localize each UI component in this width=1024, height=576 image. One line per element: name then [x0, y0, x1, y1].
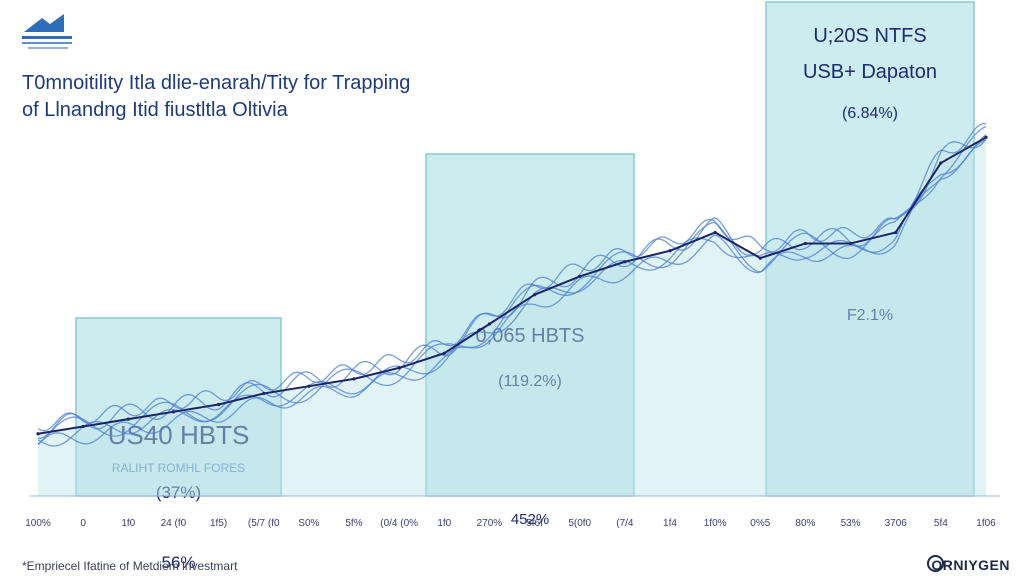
- brand-circle-icon: [927, 555, 945, 572]
- data-point: [984, 135, 988, 139]
- x-tick-label: 24 (f0: [161, 518, 187, 529]
- x-tick-label: 1f06: [976, 518, 996, 529]
- data-point: [262, 391, 266, 396]
- x-tick-label: 0%5: [750, 518, 770, 529]
- x-tick-label: 80%: [795, 518, 815, 529]
- series-band-line: [37, 134, 987, 447]
- series-line: [37, 136, 987, 435]
- x-tick-label: 5f%: [345, 518, 362, 529]
- data-point: [894, 230, 898, 235]
- logo-icon: [22, 14, 72, 49]
- x-tick-label: 1f4: [663, 518, 677, 529]
- data-point: [307, 384, 311, 388]
- x-tick-label: 1f0: [121, 518, 135, 529]
- x-tick-label: (0/4 (0%: [380, 518, 418, 529]
- data-point: [668, 249, 672, 253]
- x-tick-label: 3706: [885, 518, 908, 529]
- box-inner-label: 452%: [511, 511, 549, 528]
- data-point: [623, 260, 627, 264]
- data-point: [487, 322, 492, 326]
- x-tick-label: S0%: [298, 518, 319, 529]
- data-point: [713, 230, 717, 235]
- box-inner-label: 56%: [161, 553, 195, 572]
- box-sub-label: RALIHT ROMHL FORES: [112, 461, 245, 475]
- x-tick-label: 1f0%: [704, 518, 727, 529]
- data-point: [36, 432, 40, 436]
- data-point: [216, 402, 221, 407]
- x-tick-label: 100%: [25, 518, 51, 529]
- brand-name: ORNIYGEN: [931, 557, 1010, 573]
- chart-title: T0mnoitility Itla dlie-enarah/Tity for T…: [22, 72, 411, 94]
- data-point: [532, 293, 537, 297]
- x-tick-label: 270%: [477, 518, 503, 529]
- data-point: [397, 366, 401, 370]
- data-point: [352, 377, 356, 381]
- x-tick-label: 5(0f0: [568, 518, 591, 529]
- box-value-label: (6.84%): [842, 105, 898, 122]
- box-value-label: (119.2%): [498, 373, 562, 390]
- data-point: [578, 274, 582, 278]
- annotation-box: [425, 153, 635, 497]
- data-point: [171, 410, 176, 414]
- x-tick-label: 5f4: [934, 518, 948, 529]
- brand-logo: ORNIYGEN: [927, 555, 1010, 573]
- data-point: [939, 161, 943, 165]
- x-tick-label: 1f0: [437, 518, 451, 529]
- data-point: [848, 241, 853, 246]
- box-inner-label: F2.1%: [847, 307, 893, 324]
- x-tick-label: 1f5): [210, 518, 227, 529]
- data-point: [126, 417, 130, 421]
- series-band-line: [37, 139, 987, 445]
- chart-subtitle: of Llnandng Itid fiustltla Oltivia: [22, 99, 288, 121]
- data-point: [803, 241, 808, 246]
- box-value-label: (37%): [156, 483, 201, 502]
- data-point: [442, 351, 446, 355]
- data-point: [758, 256, 762, 260]
- x-tick-label: 0: [80, 518, 86, 529]
- data-point: [81, 424, 85, 429]
- footnote: *Empriecel Ifatine of Metdiem investmart: [22, 559, 238, 573]
- box-sub-label: USB+ Dapaton: [803, 61, 937, 83]
- x-tick-label: (5/7 (f0: [248, 518, 280, 529]
- x-tick-label: (7/4: [616, 518, 634, 529]
- box-heading-label: US40 HBTS: [108, 420, 250, 450]
- box-heading-label: U;20S NTFS: [813, 25, 926, 47]
- x-tick-label: 5f6f: [526, 518, 543, 529]
- series-band-line: [37, 123, 986, 432]
- series-band-line: [37, 125, 987, 446]
- x-tick-label: 53%: [841, 518, 861, 529]
